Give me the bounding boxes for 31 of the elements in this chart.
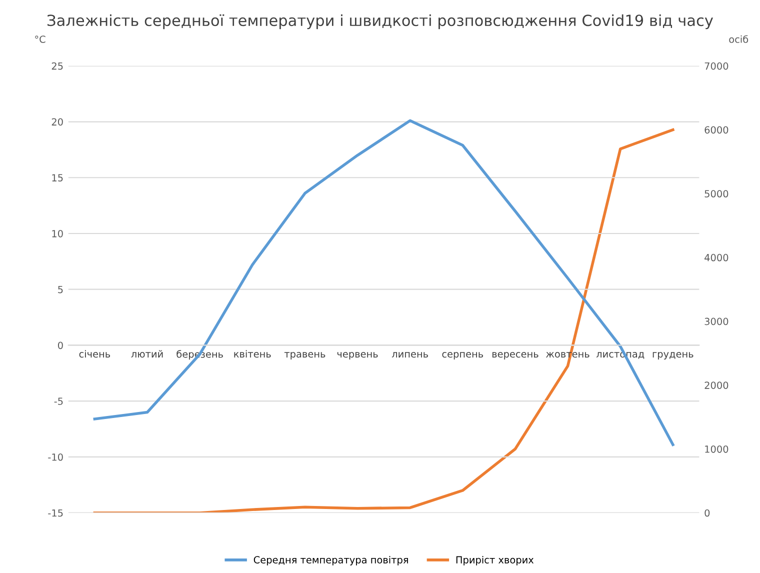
y-axis-title: °C [35,36,46,43]
x-tick-label: червень [337,352,378,360]
y-tick-label: -10 [48,453,63,461]
legend-label: Приріст хворих [456,556,534,566]
x-tick-label: грудень [652,352,694,360]
y2-tick-label: 4000 [704,254,728,262]
chart-title: Залежність середньої температури і швидкості розповсюдження Covid19 від часу [48,14,714,30]
y2-tick-label: 2000 [704,382,728,389]
x-tick-label: липень [392,352,428,358]
x-tick-label: серпень [442,352,484,360]
y-tick-label: 10 [52,230,63,238]
y-tick-label: 0 [58,342,63,350]
y2-tick-label: 1000 [705,445,728,453]
y-tick-label: -5 [54,398,63,405]
y2-tick-label: 5000 [704,190,728,198]
y2-tick-label: 6000 [704,126,728,134]
y2-tick-label: 7000 [704,62,728,70]
legend-label: Середня температура повітря [254,556,408,566]
x-tick-label: квітень [234,350,271,358]
y-tick-label: 20 [52,118,63,126]
x-tick-label: вересень [492,352,538,360]
y-tick-label: 5 [58,286,63,294]
y2-axis-title: осіб [729,35,748,43]
y2-tick-label: 3000 [704,318,728,326]
y-tick-label: 15 [52,174,63,182]
x-tick-label: травень [284,352,326,360]
y-tick-label: -15 [48,509,63,517]
x-tick-label: лютий [131,350,163,358]
y-tick-label: 25 [52,62,63,70]
y2-tick-label: 0 [704,509,710,517]
x-tick-label: січень [79,350,110,358]
